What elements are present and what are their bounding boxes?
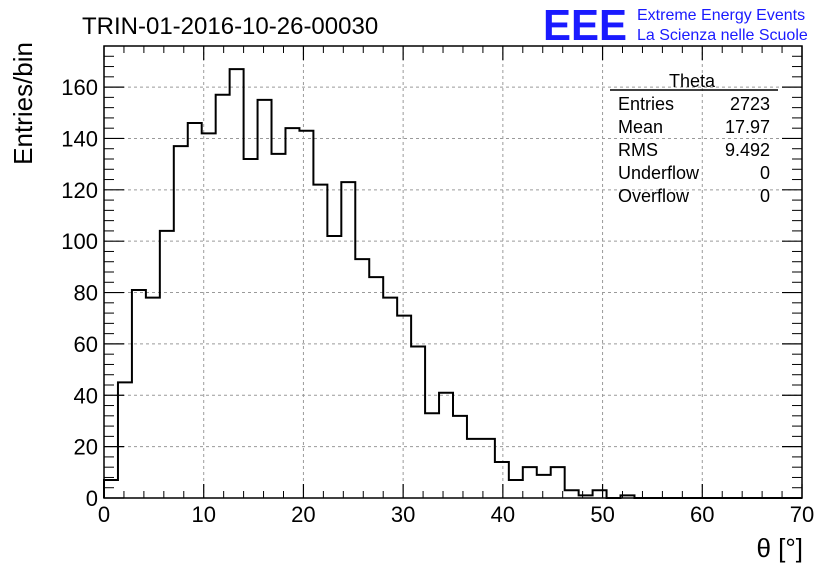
x-tick-labels: 0 10 20 30 40 50 60 70: [98, 502, 814, 527]
histogram-bin: [299, 131, 313, 498]
histogram-bin: [118, 382, 132, 498]
x-tick-label: 20: [291, 502, 315, 527]
stats-value: 2723: [730, 94, 770, 114]
histogram-bin: [425, 413, 439, 498]
stats-rows: Entries 2723 Mean 17.97 RMS 9.492 Underflow 0 Ov…: [618, 94, 770, 206]
histogram-bin: [188, 123, 202, 498]
histogram-bin: [341, 182, 355, 498]
x-axis-title: θ [°]: [756, 533, 803, 563]
histogram-bin: [383, 298, 397, 498]
x-tick-label: 70: [790, 502, 814, 527]
histogram-bin: [481, 439, 495, 498]
y-tick-label: 40: [74, 383, 98, 408]
histogram-bins: [104, 69, 634, 498]
histogram-bin: [565, 490, 579, 498]
stats-value: 0: [760, 186, 770, 206]
histogram-bin: [174, 146, 188, 498]
stats-label: RMS: [618, 140, 658, 160]
eee-logo-line2: La Scienza nelle Scuole: [637, 27, 808, 44]
y-tick-label: 160: [61, 75, 98, 100]
x-tick-label: 60: [690, 502, 714, 527]
histogram-bin: [439, 393, 453, 498]
stats-box: Theta Entries 2723 Mean 17.97 RMS 9.492 Underf…: [610, 71, 778, 206]
y-tick-label: 120: [61, 178, 98, 203]
histogram-bin: [467, 439, 481, 498]
eee-logo-mark: EEE: [543, 1, 627, 50]
y-tick-label: 80: [74, 281, 98, 306]
histogram-bin: [397, 316, 411, 498]
stats-label: Overflow: [618, 186, 690, 206]
histogram-bin: [313, 185, 327, 498]
x-tick-label: 30: [391, 502, 415, 527]
x-tick-label: 10: [191, 502, 215, 527]
histogram-bin: [411, 346, 425, 498]
x-tick-label: 50: [590, 502, 614, 527]
histogram-bin: [453, 416, 467, 498]
histogram-bin: [146, 298, 160, 498]
histogram-bin: [495, 462, 509, 498]
histogram-bin: [104, 480, 118, 498]
histogram-bin: [216, 95, 230, 498]
stats-label: Mean: [618, 117, 663, 137]
histogram-bin: [523, 467, 537, 498]
histogram-bin: [202, 133, 216, 498]
histogram-bin: [509, 480, 523, 498]
histogram-bin: [327, 236, 341, 498]
stats-label: Entries: [618, 94, 674, 114]
y-tick-label: 20: [74, 435, 98, 460]
stats-title: Theta: [669, 71, 716, 91]
histogram-bin: [272, 154, 286, 498]
stats-value: 17.97: [725, 117, 770, 137]
histogram-bin: [132, 290, 146, 498]
x-tick-label: 0: [98, 502, 110, 527]
histogram-bin: [230, 69, 244, 498]
histogram-bin: [355, 259, 369, 498]
histogram-bin: [537, 475, 551, 498]
y-axis-title: Entries/bin: [8, 42, 38, 165]
y-tick-labels: 0 20 40 60 80 100 120 140 160: [61, 75, 98, 511]
y-tick-label: 140: [61, 126, 98, 151]
histogram-bin: [244, 159, 258, 498]
histogram-bin: [369, 277, 383, 498]
stats-label: Underflow: [618, 163, 700, 183]
y-tick-label: 100: [61, 229, 98, 254]
histogram-bin: [593, 490, 607, 498]
stats-value: 9.492: [725, 140, 770, 160]
histogram-bin: [258, 100, 272, 498]
y-tick-label: 0: [86, 486, 98, 511]
x-tick-label: 40: [491, 502, 515, 527]
eee-logo: EEE Extreme Energy Events La Scienza nel…: [543, 1, 808, 50]
stats-value: 0: [760, 163, 770, 183]
y-tick-label: 60: [74, 332, 98, 357]
run-title: TRIN-01-2016-10-26-00030: [82, 13, 378, 40]
histogram-outline: [103, 68, 802, 499]
histogram-bin: [285, 128, 299, 498]
eee-logo-line1: Extreme Energy Events: [637, 7, 805, 24]
axis-ticks: [103, 45, 803, 499]
histogram-bin: [160, 231, 174, 498]
